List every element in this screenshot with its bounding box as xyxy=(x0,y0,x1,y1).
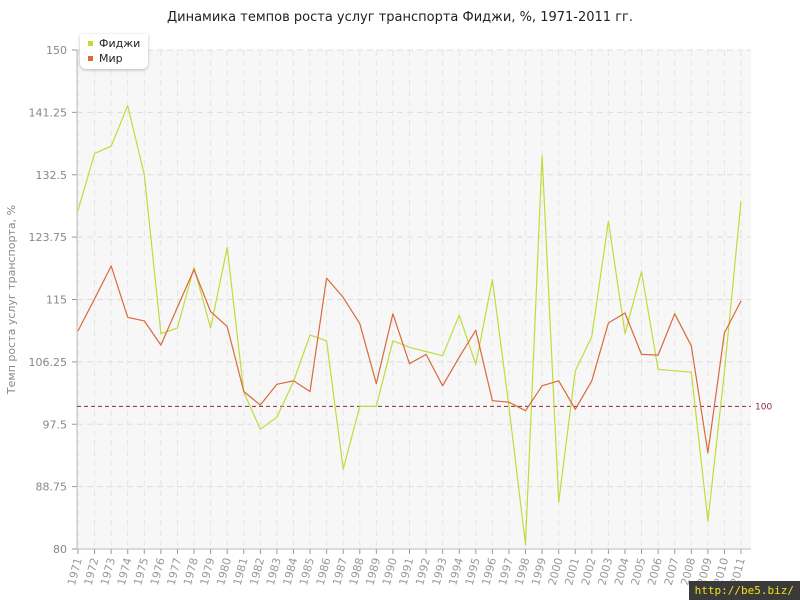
y-tick-label: 115 xyxy=(46,294,67,307)
y-axis-ticks: 80 88.75 97.5 106.25 115 123.75 132.5 141.25 150 xyxy=(29,44,77,556)
legend-item-fiji[interactable]: Фиджи xyxy=(88,36,140,51)
series-lines xyxy=(77,104,742,546)
legend-label-fiji: Фиджи xyxy=(99,37,141,50)
y-tick-label: 132.5 xyxy=(36,169,68,182)
legend-swatch-world xyxy=(88,56,93,61)
reference-line-label: 100 xyxy=(755,402,772,412)
y-tick-label: 150 xyxy=(46,44,67,57)
y-tick-label: 97.5 xyxy=(43,418,68,431)
y-tick-label: 141.25 xyxy=(29,106,68,119)
legend: Фиджи Мир xyxy=(80,34,149,69)
grid-lines xyxy=(77,49,751,550)
chart-title: Динамика темпов роста услуг транспорта Ф… xyxy=(166,10,633,25)
series-line-fiji xyxy=(77,104,742,546)
y-axis-label: Темп роста услуг транспорта, % xyxy=(5,205,18,395)
y-tick-label: 106.25 xyxy=(29,356,68,369)
watermark-link[interactable]: http://be5.biz/ xyxy=(688,581,800,600)
legend-label-world: Мир xyxy=(99,52,123,65)
y-tick-label: 88.75 xyxy=(36,481,68,494)
y-tick-label: 80 xyxy=(53,543,67,556)
y-tick-label: 123.75 xyxy=(29,231,68,244)
legend-swatch-fiji xyxy=(88,41,93,46)
series-line-world xyxy=(77,265,742,454)
x-axis-ticks: 1971197219731974197519761977197819791980… xyxy=(65,549,748,587)
legend-item-world[interactable]: Мир xyxy=(88,51,140,66)
